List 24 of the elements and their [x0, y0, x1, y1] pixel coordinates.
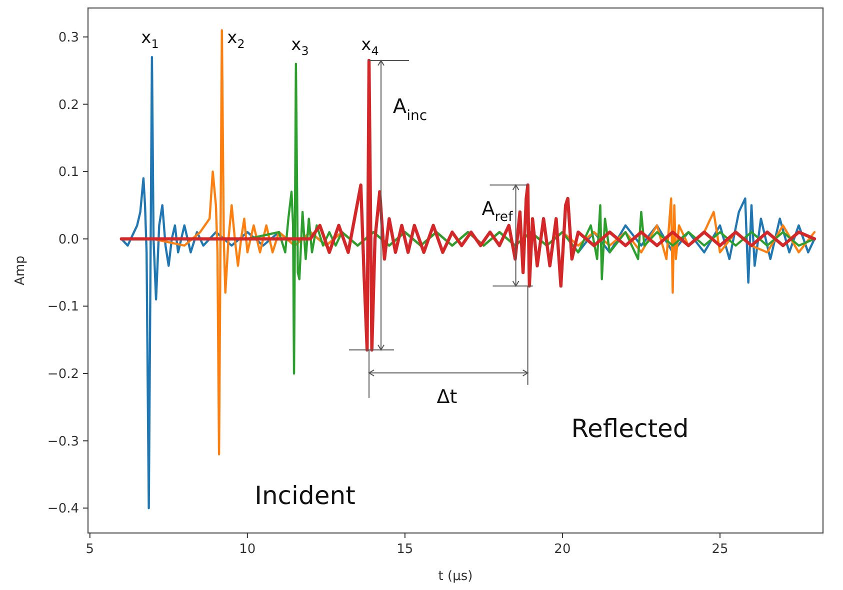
y-tick-label: −0.2: [47, 366, 79, 382]
annotation: A$_{ref}$: [482, 198, 514, 226]
annotation: x$_{3}$: [291, 34, 309, 58]
x-tick-label: 10: [239, 542, 256, 557]
y-tick-label: 0.0: [58, 232, 79, 248]
x-tick-label: 20: [554, 542, 571, 557]
y-tick-label: −0.1: [47, 300, 79, 315]
annotation: Reflected: [571, 414, 689, 443]
y-tick-label: −0.3: [47, 434, 79, 450]
y-tick-label: 0.3: [58, 30, 79, 46]
annotation: Incident: [254, 480, 356, 510]
y-tick-label: 0.1: [58, 165, 79, 180]
annotation: A$_{inc}$: [392, 94, 428, 124]
x-axis-title: t (μs): [438, 569, 473, 584]
x-tick-label: 5: [86, 542, 94, 557]
x-tick-label: 15: [396, 542, 414, 557]
y-tick-label: 0.2: [58, 98, 79, 113]
x-tick-label: 25: [712, 542, 728, 557]
annotation: Δt: [436, 386, 458, 408]
y-tick-label: −0.4: [47, 502, 79, 517]
y-axis-title: Amp: [13, 256, 28, 286]
annotation: x$_{4}$: [361, 34, 379, 58]
annotation: x$_{2}$: [227, 28, 245, 52]
annotation: x$_{1}$: [141, 28, 159, 52]
